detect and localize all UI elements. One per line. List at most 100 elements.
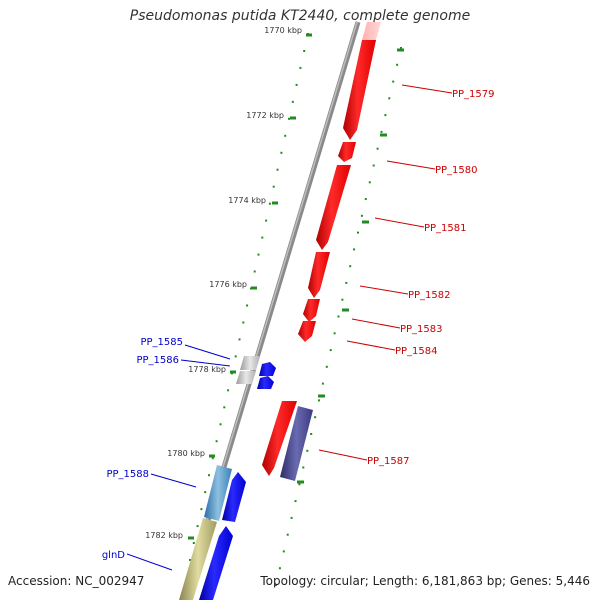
minor-tick xyxy=(282,550,285,553)
gene-label-glnd[interactable]: glnD xyxy=(102,550,125,561)
tick-label-1782: 1782 kbp xyxy=(145,531,183,540)
minor-tick xyxy=(249,287,252,290)
gene-label-pp-1579[interactable]: PP_1579 xyxy=(452,89,495,100)
tick-1774: 1774 kbp xyxy=(228,196,278,205)
gene-pp-1583[interactable] xyxy=(303,299,320,322)
minor-tick xyxy=(357,231,359,234)
gene-label-pp-1580[interactable]: PP_1580 xyxy=(435,165,478,176)
minor-tick xyxy=(223,406,226,409)
minor-tick xyxy=(299,66,302,69)
minor-tick xyxy=(303,50,306,52)
minor-tick xyxy=(364,198,367,200)
tick-1770: 1770 kbp xyxy=(264,26,312,37)
minor-tick xyxy=(211,457,214,460)
minor-tick xyxy=(302,466,305,469)
gene-pp-1587[interactable] xyxy=(262,401,297,476)
minor-tick xyxy=(215,440,218,443)
genome-title: Pseudomonas putida KT2440, complete geno… xyxy=(129,8,471,24)
minor-tick xyxy=(238,338,241,341)
minor-tick xyxy=(392,80,395,83)
right-tick-track xyxy=(297,48,404,484)
tick-labels: 1770 kbp 1772 kbp 1774 kbp 1776 kbp 1778… xyxy=(145,26,312,540)
minor-tick xyxy=(321,382,324,385)
tick-label-1780: 1780 kbp xyxy=(167,449,205,458)
tick-1772: 1772 kbp xyxy=(246,111,296,120)
minor-tick xyxy=(284,134,287,137)
feature-track xyxy=(179,22,381,600)
gene-label-pp-1585[interactable]: PP_1585 xyxy=(140,337,183,348)
minor-tick xyxy=(253,270,256,273)
minor-tick xyxy=(280,151,283,154)
gene-label-pp-1586[interactable]: PP_1586 xyxy=(136,355,179,366)
minor-tick xyxy=(396,63,399,66)
minor-tick xyxy=(295,83,298,86)
feature-pp-1585[interactable] xyxy=(236,356,260,384)
minor-tick xyxy=(272,185,275,188)
minor-tick xyxy=(372,164,375,167)
minor-tick xyxy=(268,202,271,205)
minor-tick xyxy=(318,399,320,402)
label-leaders xyxy=(126,84,453,571)
minor-tick xyxy=(333,332,336,335)
genome-summary: Topology: circular; Length: 6,181,863 bp… xyxy=(260,574,590,588)
gene-pp-1586[interactable] xyxy=(257,362,276,389)
gene-label-pp-1587[interactable]: PP_1587 xyxy=(367,456,410,467)
gene-glnd[interactable] xyxy=(199,526,233,600)
feature-glnd[interactable] xyxy=(179,518,217,600)
minor-tick xyxy=(246,304,249,307)
gene-label-pp-1584[interactable]: PP_1584 xyxy=(395,346,438,357)
gene-pp-1588[interactable] xyxy=(222,472,246,522)
minor-tick xyxy=(208,474,210,477)
minor-tick xyxy=(288,117,290,120)
minor-tick xyxy=(290,516,293,519)
minor-tick xyxy=(310,433,313,435)
minor-tick xyxy=(380,130,383,133)
gene-pp-1584[interactable] xyxy=(298,321,316,342)
gene-pp-1579[interactable] xyxy=(343,22,381,140)
minor-tick xyxy=(353,248,356,251)
accession-label: Accession: NC_002947 xyxy=(8,574,145,588)
gene-label-pp-1583[interactable]: PP_1583 xyxy=(400,324,443,335)
tick-label-1778: 1778 kbp xyxy=(188,365,226,374)
tick-1782: 1782 kbp xyxy=(145,531,194,540)
gene-labels: PP_1579 PP_1580 PP_1581 PP_1582 PP_1583 … xyxy=(102,89,495,561)
minor-tick xyxy=(278,567,281,570)
minor-tick xyxy=(276,168,279,171)
minor-tick xyxy=(306,449,309,452)
minor-tick xyxy=(291,100,294,103)
minor-tick xyxy=(189,559,191,561)
minor-tick xyxy=(257,253,260,256)
minor-tick xyxy=(345,281,348,284)
gene-label-pp-1581[interactable]: PP_1581 xyxy=(424,223,467,234)
gene-pp-1582[interactable] xyxy=(308,252,330,298)
minor-tick xyxy=(265,219,268,222)
tick-label-1772: 1772 kbp xyxy=(246,111,284,120)
minor-tick xyxy=(261,236,264,239)
minor-tick xyxy=(294,500,297,503)
minor-tick xyxy=(368,181,371,184)
gene-label-pp-1588[interactable]: PP_1588 xyxy=(106,469,149,480)
minor-tick xyxy=(349,265,352,268)
tick-1780: 1780 kbp xyxy=(167,449,215,458)
minor-tick xyxy=(227,389,230,392)
minor-tick xyxy=(192,542,195,544)
minor-tick xyxy=(329,349,332,352)
minor-tick xyxy=(337,315,340,318)
tick-track xyxy=(189,33,402,586)
minor-tick xyxy=(341,298,344,301)
feature-pp-1588[interactable] xyxy=(204,465,232,521)
gene-label-pp-1582[interactable]: PP_1582 xyxy=(408,290,451,301)
minor-tick xyxy=(360,214,363,217)
minor-tick xyxy=(242,321,245,324)
minor-tick xyxy=(400,47,402,49)
tick-label-1770: 1770 kbp xyxy=(264,26,302,35)
gene-pp-1581[interactable] xyxy=(316,165,351,250)
minor-tick xyxy=(388,97,391,100)
minor-tick xyxy=(196,525,199,528)
feature-pp-1587-region[interactable] xyxy=(280,406,313,481)
gene-pp-1580[interactable] xyxy=(338,142,356,162)
minor-tick xyxy=(204,491,207,494)
minor-tick xyxy=(200,508,203,511)
